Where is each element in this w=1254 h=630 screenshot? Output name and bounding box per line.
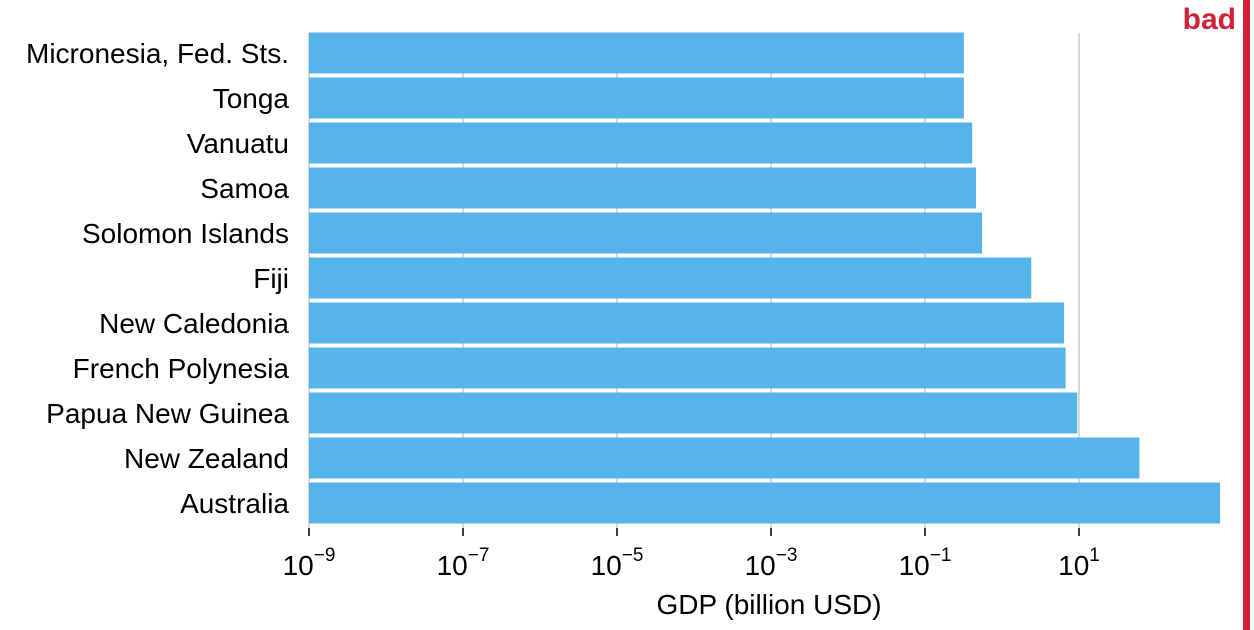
category-label-4: Solomon Islands (82, 218, 289, 249)
x-tick-label-exp-2: −5 (622, 545, 644, 566)
bad-bar (1243, 0, 1250, 630)
x-tick-label-3: 10−3 (745, 545, 798, 581)
bars (309, 32, 1221, 524)
x-axis: 10−9 10−7 10−5 10−3 10−1 101 (283, 528, 1100, 581)
category-label-8: Papua New Guinea (46, 398, 289, 429)
category-label-1: Tonga (213, 83, 290, 114)
bar-3 (309, 167, 977, 209)
x-tick-label-base-3: 10 (745, 550, 776, 581)
category-label-7: French Polynesia (73, 353, 290, 384)
x-tick-label-exp-1: −7 (468, 545, 490, 566)
bar-2 (309, 122, 973, 164)
bar-6 (309, 302, 1065, 344)
bar-0 (309, 32, 964, 74)
category-label-6: New Caledonia (99, 308, 289, 339)
bar-5 (309, 257, 1032, 299)
category-label-3: Samoa (200, 173, 289, 204)
x-tick-label-exp-0: −9 (314, 545, 336, 566)
x-tick-label-base-4: 10 (899, 550, 930, 581)
bar-7 (309, 347, 1066, 389)
category-label-0: Micronesia, Fed. Sts. (26, 38, 289, 69)
x-tick-label-base-5: 10 (1058, 550, 1089, 581)
bad-stamp: bad (1183, 0, 1250, 630)
x-tick-label-2: 10−5 (591, 545, 644, 581)
bar-4 (309, 212, 983, 254)
bar-1 (309, 77, 964, 119)
category-label-10: Australia (180, 488, 289, 519)
bar-10 (309, 482, 1221, 524)
x-tick-label-5: 101 (1058, 545, 1100, 581)
x-tick-label-exp-4: −1 (930, 545, 952, 566)
bad-label: bad (1183, 3, 1236, 36)
x-tick-label-base-2: 10 (591, 550, 622, 581)
bar-9 (309, 437, 1140, 479)
x-tick-label-0: 10−9 (283, 545, 336, 581)
category-labels: Micronesia, Fed. Sts. Tonga Vanuatu Samoa So… (26, 38, 289, 519)
x-tick-label-exp-5: 1 (1089, 545, 1100, 566)
category-label-9: New Zealand (124, 443, 289, 474)
x-tick-label-1: 10−7 (437, 545, 490, 581)
x-tick-label-base-1: 10 (437, 550, 468, 581)
x-tick-label-base-0: 10 (283, 550, 314, 581)
category-label-5: Fiji (253, 263, 289, 294)
x-axis-title: GDP (billion USD) (656, 589, 881, 620)
bar-8 (309, 392, 1078, 434)
x-tick-label-exp-3: −3 (776, 545, 798, 566)
category-label-2: Vanuatu (187, 128, 289, 159)
x-tick-label-4: 10−1 (899, 545, 952, 581)
